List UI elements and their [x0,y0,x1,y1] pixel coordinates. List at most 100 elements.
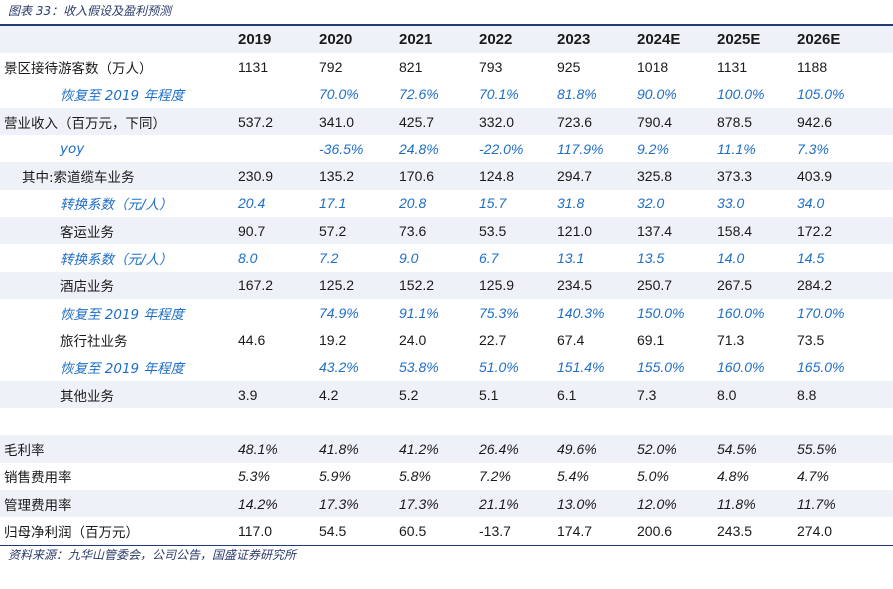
value-cell [717,408,797,435]
value-cell [238,135,319,162]
value-cell: 53.8% [399,359,439,376]
table-row: 景区接待游客数（万人） 1131 792 821 793 925 1018 1131 1188 [0,53,893,80]
value-cell: 22.7 [479,331,507,348]
value-cell: 341.0 [319,107,399,136]
value-cell: 124.8 [479,162,557,190]
value-cell: 332.0 [479,107,557,136]
value-cell: 403.9 [797,162,893,190]
row-label: 其中:索道缆车业务 [0,162,238,190]
value-cell: 73.5 [797,331,825,348]
value-cell: -22.0% [479,140,524,157]
row-label: yoy [60,140,85,157]
table-row: 销售费用率 5.3% 5.9% 5.8% 7.2% 5.4% 5.0% 4.8% 4.7% [0,463,893,490]
value-cell: 3.9 [238,380,319,409]
table-caption: 图表 33：收入假设及盈利预测 [8,4,172,18]
row-label: 营业收入（百万元，下同） [0,107,238,136]
table-row: 旅行社业务 44.6 19.2 24.0 22.7 67.4 69.1 71.3 73.5 [0,326,893,353]
value-cell: 425.7 [399,107,479,136]
row-label: 酒店业务 [0,271,238,299]
value-cell: 67.4 [557,331,585,348]
table-row: 其他业务 3.9 4.2 5.2 5.1 6.1 7.3 8.0 8.8 [0,380,893,409]
value-cell [479,408,557,435]
value-cell: 7.2 [319,250,339,267]
value-cell: 821 [399,58,423,75]
row-label: 旅行社业务 [60,333,128,350]
value-cell: 8.0 [717,380,797,409]
value-cell: 294.7 [557,162,637,190]
table-row: 恢复至 2019 年程度 70.0% 72.6% 70.1% 81.8% 90.0% 100… [0,81,893,108]
year-header: 2025E [717,26,797,54]
value-cell: 121.0 [557,217,637,245]
value-cell: 60.5 [399,522,427,539]
value-cell: 52.0% [637,435,717,463]
value-cell: 1188 [797,58,828,75]
value-cell: 91.1% [399,304,439,321]
year-header: 2020 [319,26,399,54]
value-cell: 32.0 [637,195,665,212]
value-cell: 54.5 [319,522,347,539]
header-label-cell [0,26,238,54]
value-cell: 5.2 [399,380,479,409]
value-cell: 14.2% [238,490,319,518]
value-cell: 41.2% [399,435,479,463]
top-rule [0,24,893,26]
value-cell: 31.8 [557,195,585,212]
value-cell: 274.0 [797,522,833,539]
forecast-table: 2019 2020 2021 2022 2023 2024E 2025E 202… [0,26,893,545]
value-cell: 13.0% [557,490,637,518]
value-cell: 537.2 [238,107,319,136]
year-header: 2021 [399,26,479,54]
value-cell: 33.0 [717,195,745,212]
value-cell: 57.2 [319,217,399,245]
table-row: 酒店业务 167.2 125.2 152.2 125.9 234.5 250.7 267.5 2… [0,271,893,299]
row-label: 客运业务 [0,217,238,245]
value-cell: 48.1% [238,435,319,463]
row-label: 其他业务 [0,380,238,409]
header-row: 2019 2020 2021 2022 2023 2024E 2025E 202… [0,26,893,54]
value-cell: 325.8 [637,162,717,190]
table-row [0,408,893,435]
row-label: 恢复至 2019 年程度 [60,361,184,378]
value-cell: 51.0% [479,359,519,376]
bottom-rule [0,545,893,546]
value-cell: 73.6 [399,217,479,245]
value-cell: 53.5 [479,217,557,245]
value-cell: 11.7% [797,490,893,518]
year-header: 2026E [797,26,893,54]
table-row: 管理费用率 14.2% 17.3% 17.3% 21.1% 13.0% 12.0% 11.8%… [0,490,893,518]
row-label: 毛利率 [0,435,238,463]
value-cell: 5.1 [479,380,557,409]
value-cell: 19.2 [319,331,347,348]
row-label: 景区接待游客数（万人） [4,60,153,77]
year-header: 2019 [238,26,319,54]
value-cell: 170.6 [399,162,479,190]
table-row: 转换系数（元/人） 8.0 7.2 9.0 6.7 13.1 13.5 14.0 14.5 [0,244,893,271]
value-cell: 17.3% [319,490,399,518]
value-cell: 125.2 [319,271,399,299]
value-cell: 100.0% [717,86,765,103]
value-cell: 34.0 [797,195,825,212]
value-cell: 793 [479,58,503,75]
value-cell: 90.0% [637,86,677,103]
value-cell: 49.6% [557,435,637,463]
value-cell: 9.2% [637,140,669,157]
value-cell: 137.4 [637,217,717,245]
value-cell: 71.3 [717,331,745,348]
value-cell [797,408,893,435]
table-row: 其中:索道缆车业务 230.9 135.2 170.6 124.8 294.7 325.8 3… [0,162,893,190]
value-cell: 7.2% [479,468,511,485]
value-cell: 12.0% [637,490,717,518]
row-label: 恢复至 2019 年程度 [60,88,184,105]
value-cell: 158.4 [717,217,797,245]
value-cell: 170.0% [797,304,845,321]
table-row: 归母净利润（百万元） 117.0 54.5 60.5 -13.7 174.7 200.6 24… [0,517,893,544]
value-cell: 74.9% [319,304,359,321]
value-cell: 230.9 [238,162,319,190]
value-cell: 8.0 [238,250,258,267]
table-row: yoy -36.5% 24.8% -22.0% 117.9% 9.2% 11.1% 7.3% [0,135,893,162]
value-cell [637,408,717,435]
value-cell: 792 [319,58,343,75]
value-cell: 174.7 [557,522,593,539]
value-cell: 172.2 [797,217,893,245]
table-row: 营业收入（百万元，下同） 537.2 341.0 425.7 332.0 723.6 790… [0,107,893,136]
